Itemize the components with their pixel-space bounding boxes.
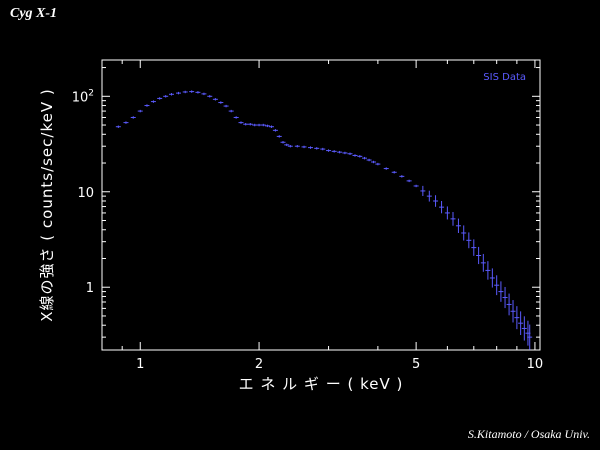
y-tick-label-exponent: 2 xyxy=(88,88,94,98)
data-points xyxy=(115,90,533,350)
credit-text: S.Kitamoto / Osaka Univ. xyxy=(467,427,590,441)
y-tick-label: 10 xyxy=(77,186,94,201)
y-tick-label: 102 xyxy=(72,88,94,105)
x-axis-ticks: 1 2 5 10 xyxy=(121,60,544,372)
plot-frame xyxy=(101,59,541,351)
y-tick-label-base: 1 xyxy=(86,281,94,296)
y-tick-label: 1 xyxy=(86,281,94,296)
y-tick-label-base: 10 xyxy=(77,186,94,201)
x-tick-label: 5 xyxy=(412,357,420,372)
y-tick-label-base: 10 xyxy=(72,90,89,105)
legend-label: SIS Data xyxy=(483,72,526,83)
x-tick-label: 2 xyxy=(255,357,263,372)
x-tick-label: 10 xyxy=(527,357,544,372)
x-tick-label: 1 xyxy=(136,357,144,372)
x-axis-label: エ ネ ル ギ ー ( keV ) xyxy=(239,375,404,393)
page-title: Cyg X-1 xyxy=(10,6,58,21)
y-axis-label: X線の強さ ( counts/sec/keV ) xyxy=(38,88,56,321)
